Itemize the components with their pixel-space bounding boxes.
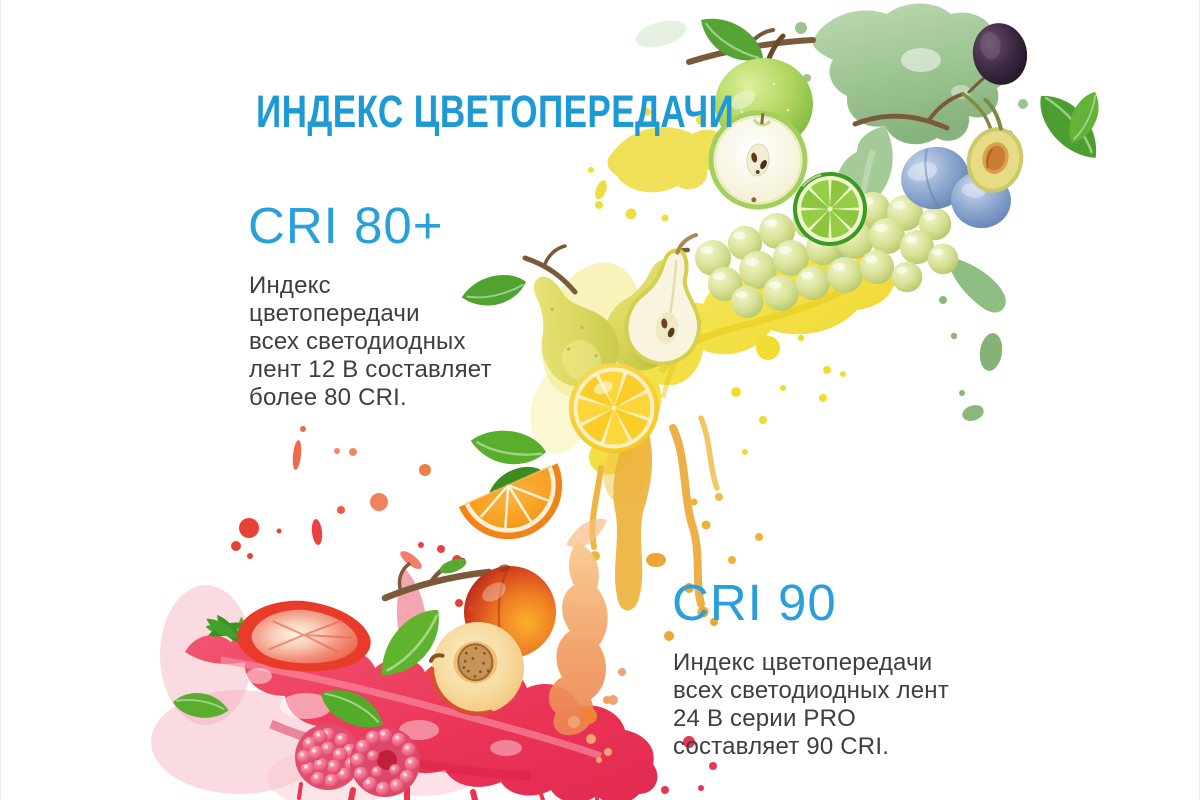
strawberry-half — [205, 600, 371, 672]
raspberry-right — [350, 727, 420, 797]
dark-plum — [972, 23, 1028, 85]
red-drop — [455, 599, 463, 607]
cri80-line: цветопередачи — [249, 300, 420, 327]
cri90-line: всех светодиодных лент — [673, 677, 949, 704]
pear-half — [619, 233, 712, 371]
red-splatter-drops — [231, 426, 462, 569]
plum-half — [966, 97, 1024, 193]
red-drop — [468, 606, 474, 612]
cri80-description: Индекс цветопередачи всех светодиодных л… — [249, 272, 492, 412]
peach-half — [428, 622, 524, 716]
cri90-line: 24 В серии PRO — [673, 705, 857, 732]
cri80-line: всех светодиодных — [249, 328, 466, 355]
twig-branches — [522, 28, 1003, 295]
cri90-heading: CRI 90 — [672, 574, 837, 631]
cri90-line: Индекс цветопередачи — [673, 649, 933, 676]
orange-wedge — [458, 463, 563, 540]
branch-leaflet-icon — [439, 558, 467, 574]
cri80-line: лент 12 В составляет — [249, 356, 492, 383]
cri90-description: Индекс цветопередачи всех светодиодных л… — [673, 649, 949, 761]
lime-slice — [793, 172, 867, 246]
apple-half — [708, 110, 808, 210]
plum-leaf-icon — [1028, 81, 1110, 172]
cri80-line: более 80 CRI. — [249, 384, 407, 411]
peach-juice-splash — [548, 518, 626, 763]
orange-juice-streams — [589, 415, 763, 641]
page-title: ИНДЕКС ЦВЕТОПЕРЕДАЧИ — [256, 86, 735, 138]
raspberry-left — [295, 724, 361, 790]
cri90-line: составляет 90 CRI. — [673, 733, 890, 760]
cri80-line: Индекс — [249, 272, 331, 299]
cri80-heading: CRI 80+ — [248, 197, 444, 254]
lemon-slice — [569, 363, 659, 453]
